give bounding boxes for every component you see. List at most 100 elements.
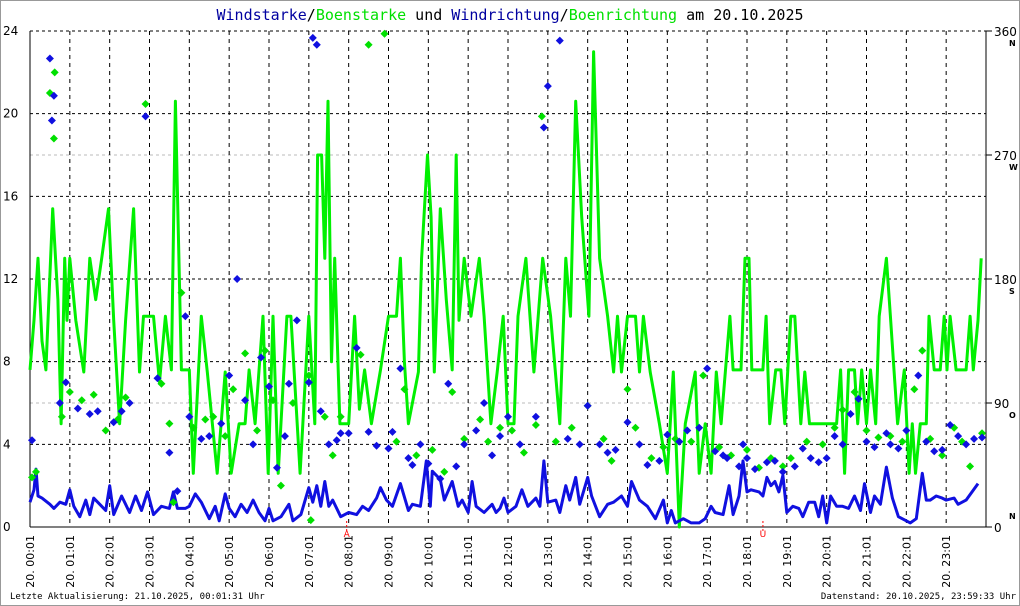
gust-direction-point bbox=[428, 445, 437, 454]
sun-marker-label: U bbox=[760, 530, 767, 540]
wind-direction-point bbox=[743, 454, 751, 463]
gust-direction-point bbox=[496, 423, 505, 432]
wind-direction-point bbox=[496, 432, 505, 441]
title-und: und bbox=[406, 6, 452, 24]
wind-direction-point bbox=[316, 407, 325, 416]
wind-direction-point bbox=[655, 456, 664, 465]
gust-direction-point bbox=[623, 385, 632, 394]
wind-direction-point bbox=[125, 399, 134, 407]
gust-direction-point bbox=[268, 396, 277, 405]
gust-direction-point bbox=[484, 437, 493, 446]
gust-direction-point bbox=[65, 387, 74, 396]
wind-direction-point bbox=[444, 379, 453, 388]
gust-direction-point bbox=[261, 346, 270, 355]
wind-direction-point bbox=[623, 418, 632, 427]
gust-direction-point bbox=[687, 437, 696, 446]
gust-direction-point bbox=[392, 437, 401, 446]
y2-tick-label: 0 bbox=[994, 521, 1002, 535]
wind-direction-point bbox=[643, 461, 652, 469]
gust-direction-point bbox=[448, 387, 457, 396]
x-tick-label: 20. 03:01 bbox=[144, 535, 157, 588]
wind-direction-point bbox=[241, 396, 250, 405]
wind-direction-point bbox=[384, 444, 393, 453]
gust-direction-point bbox=[786, 454, 795, 463]
wind-direction-point bbox=[117, 407, 126, 416]
gust-direction-point bbox=[241, 349, 250, 358]
x-tick-label: 20. 01:01 bbox=[64, 535, 77, 588]
gust-direction-point bbox=[599, 434, 608, 443]
x-tick-label: 20. 02:01 bbox=[104, 535, 117, 588]
gust-direction-point bbox=[400, 385, 409, 394]
gust-direction-point bbox=[978, 429, 987, 438]
wind-direction-point bbox=[332, 436, 341, 445]
wind-direction-point bbox=[312, 40, 321, 49]
x-tick-label: 20. 17:01 bbox=[701, 535, 714, 588]
wind-direction-point bbox=[336, 429, 345, 438]
x-tick-label: 20. 12:01 bbox=[502, 535, 515, 588]
x-tick-label: 20. 00:01 bbox=[24, 535, 37, 588]
gust-direction-point bbox=[356, 350, 365, 359]
x-tick-label: 20. 22:01 bbox=[900, 535, 913, 588]
gust-direction-point bbox=[121, 393, 130, 402]
wind-direction-point bbox=[257, 353, 266, 362]
gust-direction-point bbox=[743, 445, 751, 454]
chart-title: Windstarke/Boenstarke und Windrichtung/B… bbox=[1, 6, 1019, 24]
wind-direction-point bbox=[563, 434, 572, 443]
y-tick-label: 16 bbox=[3, 189, 18, 203]
wind-direction-point bbox=[249, 440, 258, 449]
y2-tick-label: 270 bbox=[994, 149, 1017, 163]
gust-direction-point bbox=[412, 451, 421, 460]
wind-direction-point bbox=[324, 440, 333, 449]
wind-direction-point bbox=[723, 454, 732, 463]
x-tick-label: 20. 13:01 bbox=[542, 535, 555, 588]
wind-direction-point bbox=[424, 459, 433, 468]
y-tick-label: 20 bbox=[3, 107, 18, 121]
wind-direction-point bbox=[790, 462, 799, 471]
gust-direction-point bbox=[201, 415, 210, 424]
x-tick-label: 20. 04:01 bbox=[183, 535, 196, 588]
gust-direction-point bbox=[89, 390, 98, 399]
gust-speed-line bbox=[28, 50, 983, 529]
wind-direction-point bbox=[703, 364, 712, 373]
gust-direction-point bbox=[380, 29, 389, 38]
gust-direction-point bbox=[910, 385, 919, 394]
gust-direction-point bbox=[938, 451, 947, 460]
last-update-text: Letzte Aktualisierung: 21.10.2025, 00:01… bbox=[10, 592, 265, 602]
gust-direction-point bbox=[253, 426, 262, 435]
compass-label: O bbox=[1009, 411, 1016, 420]
gust-direction-point bbox=[607, 456, 616, 465]
wind-direction-point bbox=[233, 275, 242, 283]
gust-direction-point bbox=[830, 423, 839, 432]
gust-direction-point bbox=[715, 443, 724, 452]
gust-direction-point bbox=[537, 112, 546, 121]
wind-direction-point bbox=[882, 429, 891, 438]
wind-direction-point bbox=[372, 441, 381, 450]
gust-direction-point bbox=[229, 385, 238, 394]
wind-direction-point bbox=[61, 378, 70, 387]
x-tick-label: 20. 05:01 bbox=[223, 535, 236, 588]
gust-direction-point bbox=[778, 462, 787, 471]
x-tick-label: 20. 18:01 bbox=[741, 535, 754, 588]
gust-direction-point bbox=[802, 437, 811, 446]
wind-direction-point bbox=[55, 399, 64, 407]
x-tick-label: 20. 06:01 bbox=[263, 535, 276, 588]
wind-direction-point bbox=[854, 394, 863, 403]
gust-direction-point bbox=[818, 440, 827, 449]
title-sep: / bbox=[559, 6, 569, 24]
wind-direction-point bbox=[930, 447, 939, 456]
gust-direction-point bbox=[328, 451, 337, 460]
wind-direction-point bbox=[830, 432, 839, 441]
wind-direction-point bbox=[531, 412, 540, 421]
title-wind-speed: Windstarke bbox=[216, 6, 307, 24]
x-tick-label: 20. 23:01 bbox=[940, 535, 953, 588]
y-tick-label: 8 bbox=[3, 355, 11, 369]
wind-direction-point bbox=[675, 437, 684, 446]
y-tick-label: 12 bbox=[3, 272, 18, 286]
gust-direction-point bbox=[304, 371, 313, 380]
wind-direction-point bbox=[364, 427, 373, 436]
gust-direction-point bbox=[49, 134, 58, 143]
x-tick-label: 20. 07:01 bbox=[303, 535, 316, 588]
title-gust-direction: Boenrichtung bbox=[568, 6, 678, 24]
gust-direction-point bbox=[276, 481, 285, 490]
